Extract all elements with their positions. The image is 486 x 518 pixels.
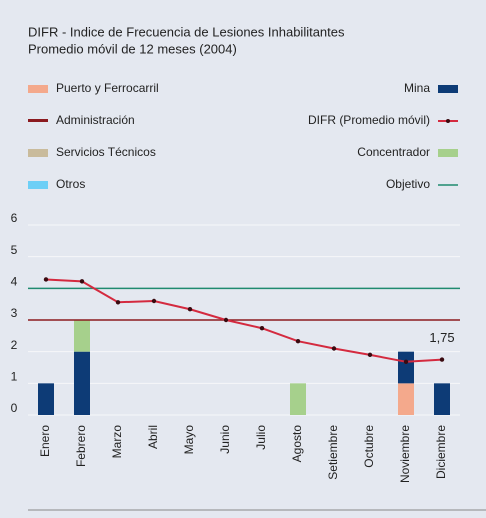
y-tick-label: 4 bbox=[11, 275, 18, 289]
bar bbox=[74, 351, 90, 415]
difr-point bbox=[331, 346, 337, 351]
legend-label: Administración bbox=[56, 113, 135, 127]
legend-label: Objetivo bbox=[386, 177, 430, 191]
bar bbox=[398, 383, 414, 415]
y-tick-label: 5 bbox=[11, 243, 18, 257]
y-tick-label: 3 bbox=[11, 306, 18, 320]
y-tick-label: 6 bbox=[11, 211, 18, 225]
legend-swatch bbox=[28, 149, 48, 157]
y-tick-label: 0 bbox=[11, 401, 18, 415]
bar bbox=[290, 383, 306, 415]
difr-point bbox=[367, 352, 373, 358]
y-tick-label: 2 bbox=[11, 338, 18, 352]
x-tick-label: Marzo bbox=[110, 425, 124, 459]
bar bbox=[398, 351, 414, 384]
x-tick-label: Octubre bbox=[362, 425, 376, 468]
x-tick-label: Noviembre bbox=[398, 425, 412, 483]
chart-subtitle: Promedio móvil de 12 meses (2004) bbox=[28, 41, 237, 56]
legend-swatch bbox=[28, 181, 48, 189]
bar bbox=[434, 383, 450, 415]
chart-title: DIFR - Indice de Frecuencia de Lesiones … bbox=[28, 24, 345, 39]
x-tick-label: Abril bbox=[146, 425, 160, 449]
legend-label: Servicios Técnicos bbox=[56, 145, 156, 159]
x-tick-label: Diciembre bbox=[434, 425, 448, 479]
legend-label: Concentrador bbox=[357, 145, 430, 159]
legend-swatch bbox=[438, 149, 458, 157]
legend-swatch bbox=[446, 119, 450, 123]
x-tick-label: Agosto bbox=[290, 425, 304, 463]
legend-swatch bbox=[28, 85, 48, 93]
legend-swatch bbox=[28, 119, 48, 122]
difr-point bbox=[79, 279, 85, 284]
difr-point bbox=[151, 298, 157, 304]
difr-point bbox=[295, 339, 301, 344]
legend-label: Otros bbox=[56, 177, 85, 191]
difr-point bbox=[403, 359, 409, 364]
bar bbox=[38, 383, 54, 415]
legend-swatch bbox=[438, 85, 458, 93]
x-tick-label: Febrero bbox=[74, 425, 88, 467]
difr-point bbox=[439, 357, 445, 362]
legend-label: Mina bbox=[404, 81, 430, 95]
difr-point bbox=[115, 300, 121, 305]
difr-point bbox=[259, 326, 265, 331]
legend-label: Puerto y Ferrocarril bbox=[56, 81, 159, 95]
x-tick-label: Enero bbox=[38, 425, 52, 457]
legend-label: DIFR (Promedio móvil) bbox=[308, 113, 430, 127]
data-label: 1,75 bbox=[429, 330, 454, 345]
x-tick-label: Junio bbox=[218, 425, 232, 454]
difr-line bbox=[45, 278, 443, 363]
y-tick-label: 1 bbox=[11, 370, 18, 384]
x-tick-label: Mayo bbox=[182, 425, 196, 455]
difr-point bbox=[223, 317, 229, 323]
x-tick-label: Setiembre bbox=[326, 425, 340, 480]
x-tick-label: Julio bbox=[254, 425, 268, 450]
difr-point bbox=[187, 307, 193, 312]
difr-point bbox=[43, 277, 49, 282]
bar bbox=[74, 320, 90, 352]
